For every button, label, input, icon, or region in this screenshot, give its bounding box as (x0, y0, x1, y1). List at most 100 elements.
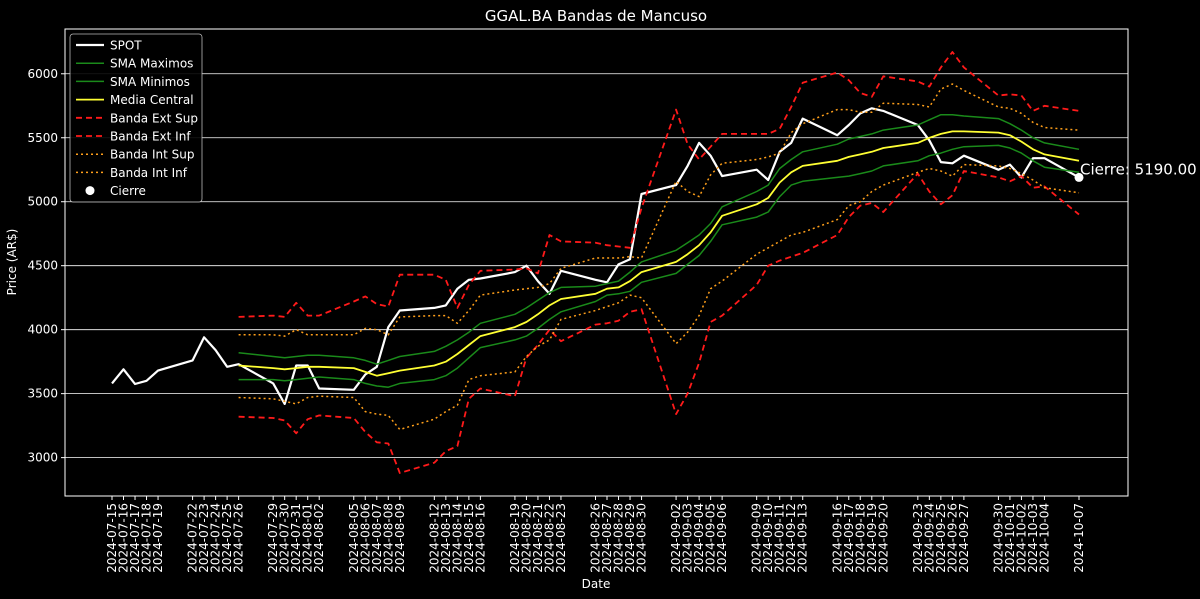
x-tick-label: 2024-10-04 (1037, 503, 1051, 573)
x-tick-label: 2024-09-24 (922, 503, 936, 573)
plot-frame (64, 28, 1129, 497)
x-tick-labels: 2024-07-152024-07-162024-07-172024-07-18… (105, 496, 1086, 573)
y-tick-label: 6000 (27, 67, 58, 81)
x-tick-label: 2024-08-23 (554, 503, 568, 573)
close-marker-group: Cierre: 5190.00 (1074, 160, 1197, 182)
x-tick-label: 2024-10-07 (1072, 503, 1086, 573)
x-tick-label: 2024-09-18 (853, 503, 867, 573)
x-tick-label: 2024-10-03 (1026, 503, 1040, 573)
legend-label: Cierre (110, 184, 146, 198)
legend-label: SMA Maximos (110, 57, 193, 71)
x-tick-label: 2024-09-09 (750, 503, 764, 573)
series-media-central (238, 130, 1080, 377)
x-tick-label: 2024-09-30 (991, 503, 1005, 573)
x-tick-label: 2024-08-27 (600, 503, 614, 573)
x-tick-label: 2024-08-30 (635, 503, 649, 573)
grid-lines (65, 73, 1128, 459)
x-tick-label: 2024-09-05 (704, 503, 718, 573)
x-tick-label: 2024-09-16 (830, 503, 844, 573)
series-banda-int-inf (238, 163, 1080, 431)
x-tick-label: 2024-08-12 (427, 503, 441, 573)
legend: SPOT SMA Maximos SMA Minimos Media Central B… (69, 33, 203, 203)
series-spot (111, 107, 1080, 405)
series-banda-int-sup (238, 83, 1080, 337)
x-tick-label: 2024-09-19 (865, 503, 879, 573)
x-tick-label: 2024-07-16 (117, 503, 131, 573)
x-tick-label: 2024-09-17 (842, 503, 856, 573)
y-tick-label: 3500 (27, 387, 58, 401)
x-tick-label: 2024-09-02 (669, 503, 683, 573)
y-tick-label: 4000 (27, 323, 58, 337)
x-tick-label: 2024-07-26 (232, 503, 246, 573)
x-tick-label: 2024-08-26 (589, 503, 603, 573)
series-lines (111, 51, 1080, 474)
series-banda-ext-inf (238, 170, 1080, 474)
x-tick-label: 2024-07-29 (266, 503, 280, 573)
legend-label: SMA Minimos (110, 75, 190, 89)
x-tick-label: 2024-08-05 (347, 503, 361, 573)
series-sma-minimos (238, 144, 1080, 388)
x-tick-label: 2024-08-01 (301, 503, 315, 573)
y-tick-label: 4500 (27, 259, 58, 273)
x-tick-label: 2024-08-22 (542, 503, 556, 573)
x-tick-label: 2024-09-06 (715, 503, 729, 573)
x-tick-label: 2024-08-15 (462, 503, 476, 573)
series-sma-maximos (238, 113, 1080, 365)
y-tick-label: 5500 (27, 131, 58, 145)
x-tick-label: 2024-07-17 (128, 503, 142, 573)
x-tick-label: 2024-07-24 (209, 503, 223, 573)
x-tick-label: 2024-09-25 (934, 503, 948, 573)
x-tick-label: 2024-07-25 (220, 503, 234, 573)
x-tick-label: 2024-08-21 (531, 503, 545, 573)
close-label: Cierre: 5190.00 (1080, 160, 1197, 178)
x-tick-label: 2024-07-19 (151, 503, 165, 573)
legend-label: Banda Int Sup (110, 148, 194, 162)
legend-label: Banda Int Inf (110, 166, 188, 180)
x-tick-label: 2024-08-06 (358, 503, 372, 573)
x-tick-label: 2024-10-02 (1014, 503, 1028, 573)
x-tick-label: 2024-09-23 (911, 503, 925, 573)
x-axis-label: Date (582, 577, 611, 591)
x-tick-label: 2024-08-16 (473, 503, 487, 573)
x-tick-label: 2024-08-14 (450, 503, 464, 573)
x-tick-label: 2024-09-04 (692, 503, 706, 573)
y-tick-labels: 3000 3500 4000 4500 5000 5500 6000 (27, 67, 65, 465)
x-tick-label: 2024-09-12 (784, 503, 798, 573)
axes (64, 28, 1129, 497)
x-tick-label: 2024-09-20 (876, 503, 890, 573)
y-tick-label: 3000 (27, 451, 58, 465)
x-tick-label: 2024-08-09 (393, 503, 407, 573)
x-tick-label: 2024-08-28 (612, 503, 626, 573)
legend-label: Banda Ext Sup (110, 111, 198, 125)
x-tick-label: 2024-07-31 (289, 503, 303, 573)
close-point (1074, 172, 1084, 182)
x-tick-label: 2024-07-18 (140, 503, 154, 573)
legend-label: Media Central (110, 93, 194, 107)
x-tick-label: 2024-08-19 (508, 503, 522, 573)
chart-title: GGAL.BA Bandas de Mancuso (485, 7, 707, 25)
x-tick-label: 2024-08-02 (312, 503, 326, 573)
legend-label: SPOT (110, 39, 142, 53)
legend-swatch (85, 186, 95, 196)
y-tick-label: 5000 (27, 195, 58, 209)
x-tick-label: 2024-07-30 (278, 503, 292, 573)
x-tick-label: 2024-07-15 (105, 503, 119, 573)
series-banda-ext-sup (238, 51, 1080, 318)
x-tick-label: 2024-08-20 (519, 503, 533, 573)
x-tick-label: 2024-08-29 (623, 503, 637, 573)
x-tick-label: 2024-09-26 (945, 503, 959, 573)
x-tick-label: 2024-10-01 (1003, 503, 1017, 573)
x-tick-label: 2024-07-22 (186, 503, 200, 573)
y-axis-label: Price (AR$) (5, 229, 19, 296)
x-tick-label: 2024-09-03 (681, 503, 695, 573)
x-tick-label: 2024-09-13 (796, 503, 810, 573)
x-tick-label: 2024-08-13 (439, 503, 453, 573)
x-tick-label: 2024-09-10 (761, 503, 775, 573)
legend-box (69, 33, 203, 203)
x-tick-label: 2024-08-08 (381, 503, 395, 573)
x-tick-label: 2024-09-11 (773, 503, 787, 573)
legend-label: Banda Ext Inf (110, 130, 191, 144)
x-tick-label: 2024-07-23 (197, 503, 211, 573)
x-tick-label: 2024-08-07 (370, 503, 384, 573)
